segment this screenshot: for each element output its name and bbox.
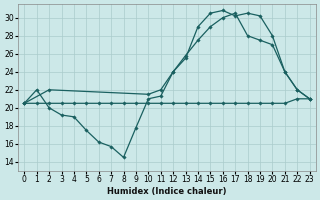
X-axis label: Humidex (Indice chaleur): Humidex (Indice chaleur) xyxy=(107,187,227,196)
